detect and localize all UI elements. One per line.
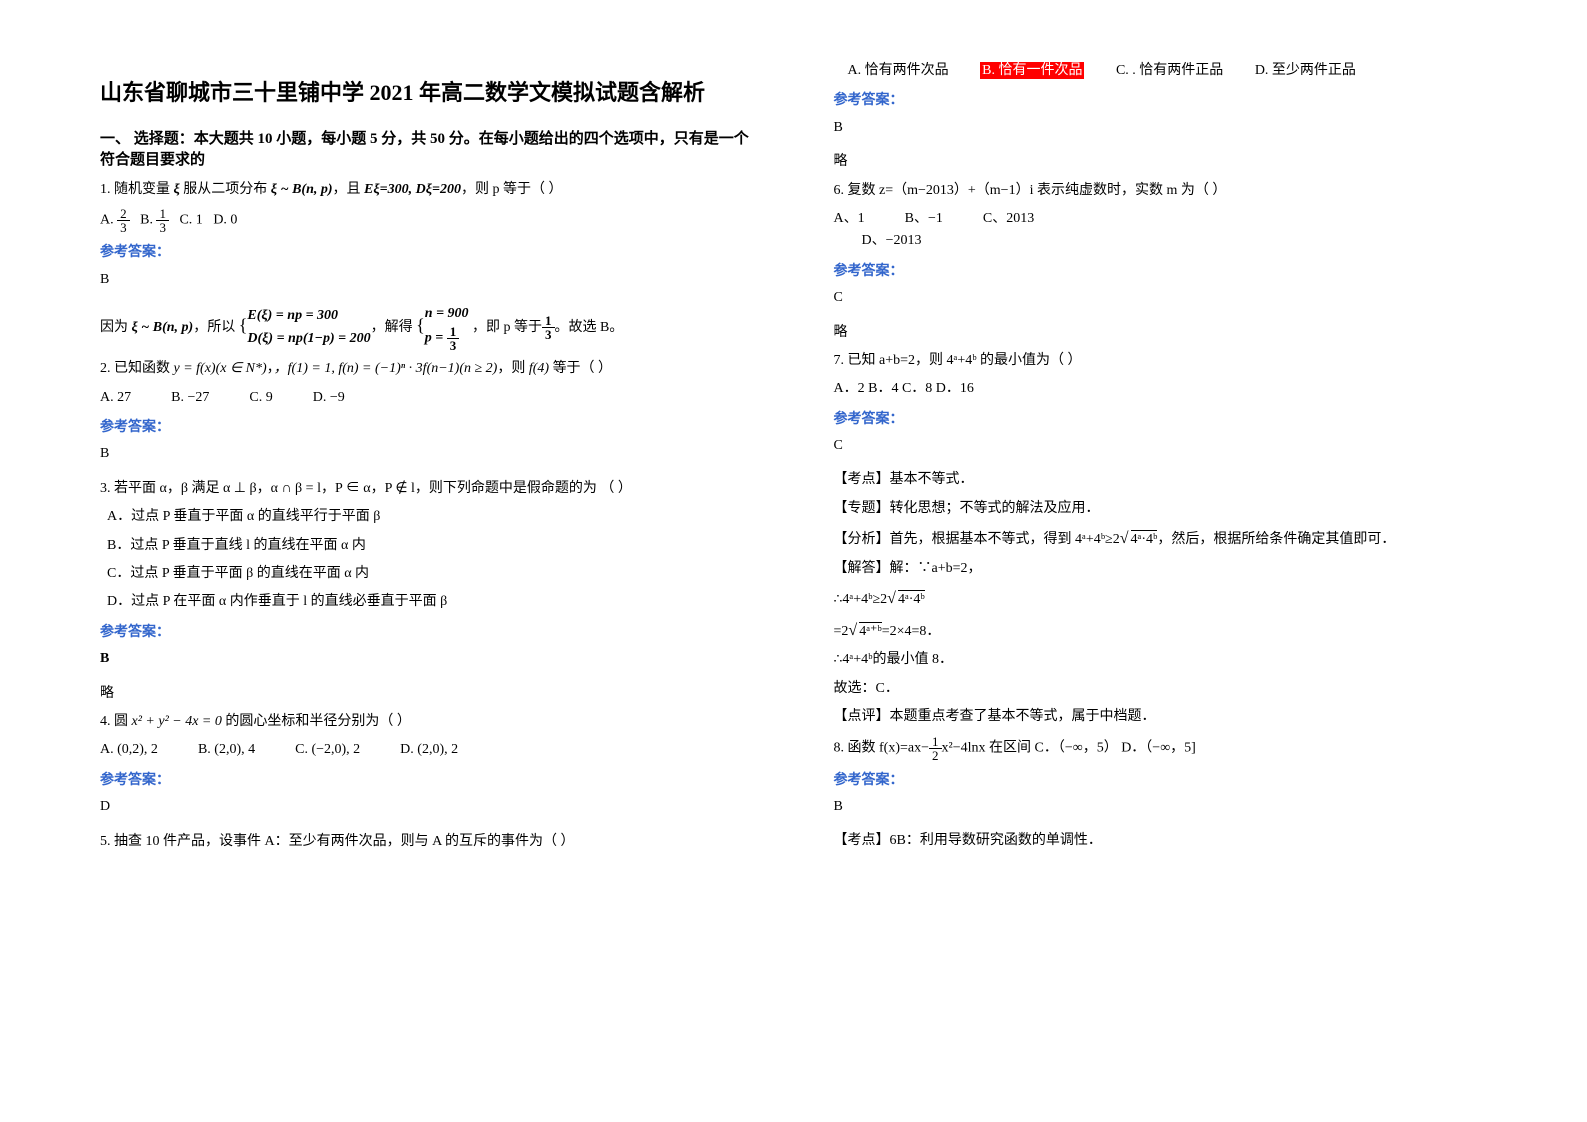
answer-label: 参考答案： <box>834 770 1488 792</box>
q7-options: A．2 B．4 C．8 D．16 <box>834 378 1488 400</box>
q6-skip: 略 <box>834 322 1488 344</box>
q8-kp: 【考点】6B：利用导数研究函数的单调性． <box>834 830 1488 852</box>
q7-answer: C <box>834 435 1488 457</box>
q1-answer: B <box>100 269 754 291</box>
q3-body: 3. 若平面 α，β 满足 α ⊥ β，α ∩ β = l，P ∈ α，P ∉ … <box>100 478 754 500</box>
q3-A: A．过点 P 垂直于平面 α 的直线平行于平面 β <box>100 506 754 528</box>
q6-answer: C <box>834 287 1488 309</box>
answer-label: 参考答案： <box>100 622 754 644</box>
q7-zt: 【专题】转化思想；不等式的解法及应用． <box>834 498 1488 520</box>
q3-B: B．过点 P 垂直于直线 l 的直线在平面 α 内 <box>100 535 754 557</box>
q2-answer: B <box>100 443 754 465</box>
q7-body: 7. 已知 a+b=2，则 4ᵃ+4ᵇ 的最小值为（ ） <box>834 350 1488 372</box>
q7-fx: 【分析】首先，根据基本不等式，得到 4ᵃ+4ᵇ≥2√4ᵃ·4ᵇ，然后，根据所给条… <box>834 526 1488 552</box>
page-title: 山东省聊城市三十里铺中学 2021 年高二数学文模拟试题含解析 <box>100 75 754 107</box>
q5-body: 5. 抽查 10 件产品，设事件 A：至少有两件次品，则与 A 的互斥的事件为（… <box>100 831 754 853</box>
q7-jd0: 【解答】解：∵a+b=2， <box>834 558 1488 580</box>
q3-D: D．过点 P 在平面 α 内作垂直于 l 的直线必垂直于平面 β <box>100 591 754 613</box>
q2-body: 2. 已知函数 y = f(x)(x ∈ N*)，，f(1) = 1, f(n)… <box>100 358 754 380</box>
q3-answer: B <box>100 648 754 670</box>
q8-body: 8. 函数 f(x)=ax−12x²−4lnx 在区间 C．（−∞，5） D．（… <box>834 735 1488 762</box>
q4-answer: D <box>100 796 754 818</box>
q5-options: A. 恰有两件次品 B. 恰有一件次品 C. . 恰有两件正品 D. 至少两件正… <box>834 60 1488 82</box>
q7-jd4: 故选：C． <box>834 678 1488 700</box>
q8-answer: B <box>834 796 1488 818</box>
q3-skip: 略 <box>100 683 754 705</box>
q7-kp: 【考点】基本不等式． <box>834 469 1488 491</box>
q7-jd1: ∴4ᵃ+4ᵇ≥2√4ᵃ·4ᵇ <box>834 586 1488 612</box>
q4-body: 4. 圆 x² + y² − 4x = 0 的圆心坐标和半径分别为（ ） <box>100 711 754 733</box>
q7-dp: 【点评】本题重点考查了基本不等式，属于中档题． <box>834 706 1488 728</box>
q6-body: 6. 复数 z=（m−2013）+（m−1）i 表示纯虚数时，实数 m 为（ ） <box>834 180 1488 202</box>
q6-options: A、1B、−1C、2013 D、−2013 <box>834 208 1488 253</box>
q7-jd3: ∴4ᵃ+4ᵇ的最小值 8． <box>834 649 1488 671</box>
q7-jd2: =2√4ᵃ⁺ᵇ=2×4=8． <box>834 618 1488 644</box>
q5-skip: 略 <box>834 151 1488 173</box>
q3-C: C．过点 P 垂直于平面 β 的直线在平面 α 内 <box>100 563 754 585</box>
answer-label: 参考答案： <box>834 90 1488 112</box>
q1-expl: 因为 ξ ~ B(n, p)，所以 { E(ξ) = np = 300 D(ξ)… <box>100 303 754 352</box>
q4-options: A. (0,2), 2B. (2,0), 4C. (−2,0), 2D. (2,… <box>100 739 754 761</box>
answer-label: 参考答案： <box>834 409 1488 431</box>
q2-options: A. 27B. −27C. 9D. −9 <box>100 387 754 409</box>
answer-label: 参考答案： <box>834 261 1488 283</box>
answer-label: 参考答案： <box>100 417 754 439</box>
answer-label: 参考答案： <box>100 770 754 792</box>
q1-body: 1. 随机变量 ξ 服从二项分布 ξ ~ B(n, p)，且 Eξ=300, D… <box>100 179 754 201</box>
q5-B-highlight: B. 恰有一件次品 <box>980 62 1084 79</box>
section1-header: 一、 选择题：本大题共 10 小题，每小题 5 分，共 50 分。在每小题给出的… <box>100 127 754 169</box>
q5-answer: B <box>834 117 1488 139</box>
q1-options: A. 23 B. 13 C. 1 D. 0 <box>100 207 754 234</box>
answer-label: 参考答案： <box>100 242 754 264</box>
